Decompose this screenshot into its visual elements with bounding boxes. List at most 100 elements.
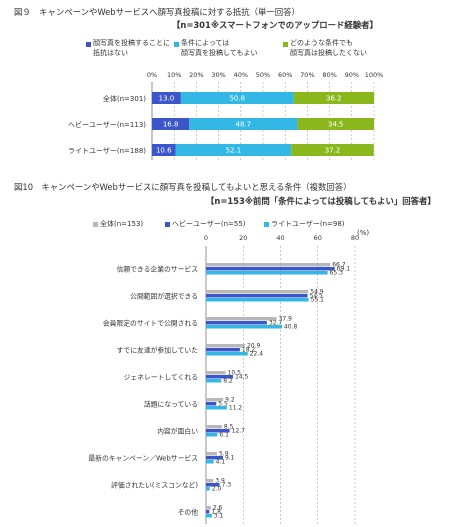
fig10-bar [206,267,335,271]
fig10-legend-label-0: 全体(n=153) [100,220,144,228]
fig10-category-label: 信頼できる企業のサービス [117,265,199,274]
fig9-stacked-bar-chart: 0% 10% 20% 30% 40% 50% 60% 70% 80% 90% 100% 全体(n=30… [68,71,384,160]
fig9-x-tick-label: 70% [300,71,314,79]
fig9-data-label: 48.7 [236,121,252,129]
fig9-bar-segment [152,92,181,104]
fig10-legend-label-2: ライトユーザー(n=98) [271,220,345,228]
fig10-data-label: 65.3 [330,270,344,277]
fig9-x-tick-label: 20% [189,71,203,79]
fig10-x-tick-label: 20 [239,234,247,242]
fig10-bar [206,290,309,294]
fig9-category-label: ライトユーザー(n=188) [68,147,146,155]
fig10-legend-swatch-2 [264,222,269,227]
fig9-x-tick-label: 80% [322,71,336,79]
fig10-category-label: ジェネレートしてくれる [124,374,198,382]
fig10-data-label: 32.7 [269,320,283,327]
fig10-bar [206,425,222,429]
fig10-bar [206,456,223,460]
fig9-category-label: 全体(n=301) [103,94,146,103]
fig10-x-tick-label: 40 [276,234,284,242]
fig10-bar [206,271,328,275]
fig10-data-label: 54.9 [310,289,324,296]
fig10-title: 図10 キャンペーンやWebサービスに顔写真を投稿してもよいと思える条件（複数回… [14,182,352,192]
fig10-data-label: 2.6 [213,505,223,512]
fig10-bar [206,479,214,483]
fig10-bar [206,487,210,491]
fig9-x-tick-label: 90% [345,71,359,79]
fig10-legend-label-1: ヘビーユーザー(n=55) [172,220,246,228]
fig10-data-label: 18.2 [242,347,256,354]
fig9-data-label: 36.2 [326,95,342,103]
fig10-bar [206,344,245,348]
fig10-bar [206,406,227,410]
fig10-data-label: 66.7 [332,262,346,269]
fig10-bar [206,506,211,510]
fig10-bar [206,294,308,298]
fig9-note: 【n=301※スマートフォンでのアップロード経験者】 [172,20,378,30]
fig9-data-label: 13.0 [159,95,175,103]
fig10-grouped-bar-chart: 0 20 40 60 80 信頼できる企業のサービス 66.769.165.3 公開範囲が選択… [88,234,359,524]
fig10-category-label: その他 [178,508,199,517]
fig10-legend-swatch-1 [165,222,170,227]
fig10-bar [206,460,214,464]
fig10-data-label: 7.3 [222,482,232,489]
fig9-x-tick-label: 60% [278,71,292,79]
fig10-data-label: 14.5 [235,374,249,381]
fig10-data-label: 2.0 [212,486,222,493]
fig10-data-label: 8.2 [223,378,233,385]
fig9-bar-segment [180,92,294,104]
fig9-bar-segment [152,118,190,130]
fig10-note: 【n=153※前問「条件によっては投稿してもよい」回答者】 [206,196,436,206]
fig10-unit-label: (%) [357,229,370,237]
fig10-category-label: すでに友達が参加していた [117,346,199,355]
fig9-bar-segment [175,144,292,156]
fig9-x-tick-label: 0% [147,71,157,79]
fig9-bar-segment [189,118,298,130]
fig10-data-label: 5.5 [218,401,228,408]
fig9-category-label: ヘビーユーザー(n=113) [68,120,146,129]
fig9-data-label: 16.8 [163,121,179,129]
fig10-bar [206,375,234,379]
fig10-data-label: 55.1 [311,297,325,304]
fig10-data-label: 37.9 [279,316,293,323]
fig10-bar [206,433,218,437]
fig10-category-label: 評価されたい(ミスコンなど) [111,481,198,490]
fig9-data-label: 52.1 [226,147,242,155]
fig10-bar [206,483,220,487]
fig10-data-label: 8.5 [224,424,234,431]
fig9-data-label: 37.2 [325,147,341,155]
fig9-x-tick-label: 30% [211,71,225,79]
fig9-data-label: 50.8 [229,95,245,103]
fig10-category-label: 内容が面白い [157,427,198,436]
fig10-data-label: 4.1 [216,459,226,466]
fig9-legend-label-1: 条件によっては 顔写真を投稿してもよい [181,39,258,57]
fig9-legend-swatch-1 [174,42,179,47]
fig10-bar [206,321,267,325]
fig9-legend-swatch-0 [86,42,91,47]
fig9-legend-label-2: どのような条件でも 顔写真は投稿したくない [290,39,367,57]
fig10-data-label: 9.2 [225,397,235,404]
fig10-data-label: 9.1 [225,455,235,462]
fig9-x-tick-label: 50% [256,71,270,79]
fig10-data-label: 69.1 [337,266,351,273]
fig10-data-label: 3.9 [215,478,225,485]
fig10-data-label: 5.9 [219,451,229,458]
fig10-bar [206,398,224,402]
fig10-bar [206,452,217,456]
fig9-bar-segment [152,144,176,156]
fig10-bar [206,429,230,433]
fig10-data-label: 20.9 [247,343,261,350]
fig10-x-tick-label: 0 [204,234,208,242]
fig10-data-label: 11.2 [229,405,243,412]
fig10-legend-swatch-0 [93,222,98,227]
fig10-category-label: 話題になっている [144,400,198,409]
fig10-data-label: 12.7 [232,428,246,435]
fig10-data-label: 6.1 [219,432,229,439]
fig10-bar [206,379,222,383]
fig9-legend-label-0: 顔写真を投稿することに 抵抗はない [93,39,170,57]
fig9-x-tick-label: 100% [365,71,384,79]
fig10-bar [206,510,210,514]
fig10-data-label: 10.5 [228,370,242,377]
fig10-bar [206,352,248,356]
fig10-bar [206,298,309,302]
